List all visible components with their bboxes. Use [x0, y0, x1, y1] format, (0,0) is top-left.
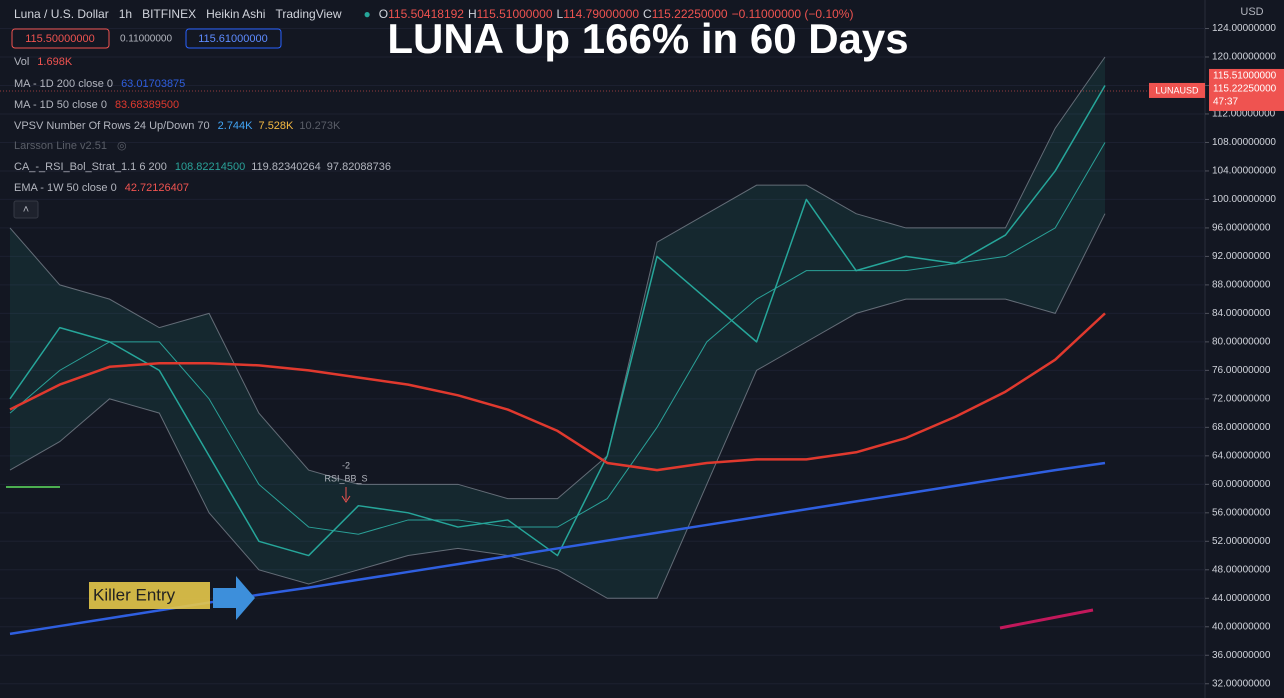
indicator-legend: Vol 1.698K MA - 1D 200 close 0 63.01703875… [13, 56, 391, 219]
svg-text:Larsson Line v2.51◎: Larsson Line v2.51 ◎ [14, 140, 127, 152]
axis-currency: USD [1240, 6, 1263, 18]
ohlc-key: H [468, 7, 477, 21]
indicator-value: 42.72126407 [125, 182, 189, 194]
indicator-value: 97.82088736 [327, 161, 391, 173]
ticker: LUNAUSD [1155, 85, 1199, 95]
svg-text:MA - 1D 50 close 083.68389500: MA - 1D 50 close 0 83.68389500 [14, 99, 179, 111]
y-tick-label: 68.00000000 [1212, 422, 1271, 433]
price-tag: 115.22250000 [1213, 84, 1277, 95]
indicator-value: 63.01703875 [121, 78, 185, 90]
header: Luna / U.S. Dollar 1h BITFINEX Heikin Ashi T… [14, 7, 853, 21]
y-tick-label: 88.00000000 [1212, 280, 1271, 291]
exchange: BITFINEX [142, 7, 196, 21]
y-tick-label: 76.00000000 [1212, 365, 1271, 376]
signal-label: RSI_BB_S [324, 473, 367, 483]
svg-text:VPSV Number Of Rows 24 Up/Down: VPSV Number Of Rows 24 Up/Down 70 2.744K 7… [14, 120, 341, 132]
indicator-name: EMA - 1W 50 close 0 [14, 182, 117, 194]
y-tick-label: 124.00000000 [1212, 23, 1276, 34]
y-tick-label: 56.00000000 [1212, 507, 1271, 518]
price-tag-box [1209, 68, 1284, 111]
y-tick-label: 120.00000000 [1212, 52, 1276, 63]
indicator-value: 83.68389500 [115, 99, 179, 111]
y-tick-label: 80.00000000 [1212, 337, 1271, 348]
source: TradingView [275, 7, 341, 21]
plot [0, 27, 1205, 685]
band-lower [9, 213, 1106, 599]
y-tick-label: 64.00000000 [1212, 450, 1271, 461]
indicator-name: MA - 1D 200 close 0 [14, 78, 113, 90]
ohlc-key: O [379, 7, 388, 21]
sell-box[interactable] [11, 28, 110, 49]
style: Heikin Ashi [206, 7, 265, 21]
ticker-box [1149, 82, 1205, 98]
indicator-value: 2.744K [218, 120, 254, 132]
svg-text:MA - 1D 200 close 063.01703875: MA - 1D 200 close 0 63.01703875 [14, 78, 185, 90]
y-tick-label: 84.00000000 [1212, 308, 1271, 319]
band-upper [9, 56, 1106, 500]
price-axis: 124.00000000120.00000000116.00000000112.… [1205, 23, 1276, 689]
ohlc-value: 115.22250000 [652, 7, 728, 21]
spread: 0.11000000 [120, 34, 173, 45]
series-line [9, 85, 1106, 557]
ohlc-value: 115.51000000 [477, 7, 553, 21]
y-tick-label: 104.00000000 [1212, 166, 1276, 177]
indicator-value: 1.698K [37, 56, 73, 68]
price-tag: 115.51000000 [1213, 71, 1277, 82]
indicator-value: 7.528K [259, 120, 295, 132]
symbol: Luna / U.S. Dollar [14, 7, 109, 21]
y-tick-label: 44.00000000 [1212, 593, 1271, 604]
ohlc-value: 114.79000000 [563, 7, 639, 21]
y-tick-label: 92.00000000 [1212, 251, 1271, 262]
indicator-value: 108.82214500 [175, 161, 245, 173]
indicator-name: VPSV Number Of Rows 24 Up/Down 70 [14, 120, 210, 132]
collapse-button[interactable] [13, 200, 39, 219]
y-tick-label: 32.00000000 [1212, 678, 1271, 689]
indicator-name: CA_-_RSI_Bol_Strat_1.1 6 200 [14, 161, 167, 173]
countdown: 47:37 [1213, 97, 1238, 108]
y-tick-label: 60.00000000 [1212, 479, 1271, 490]
arrow [213, 576, 255, 620]
indicator-value: 10.273K [299, 120, 341, 132]
series-line [9, 312, 1106, 472]
y-tick-label: 52.00000000 [1212, 536, 1271, 547]
y-tick-label: 72.00000000 [1212, 393, 1271, 404]
interval: 1h [119, 7, 132, 21]
video-title: LUNA Up 166% in 60 Days [387, 15, 908, 62]
buy-box[interactable] [185, 28, 282, 49]
band-area [10, 56, 1105, 599]
annotation: Killer Entry [93, 585, 176, 604]
y-tick-label: 96.00000000 [1212, 223, 1271, 234]
y-tick-label: 40.00000000 [1212, 621, 1271, 632]
y-tick-label: 112.00000000 [1212, 109, 1276, 120]
indicator-value: 119.82340264 [251, 161, 321, 173]
ohlc-key: L [557, 7, 564, 21]
ohlc-key: C [643, 7, 652, 21]
indicator-name: Larsson Line v2.51 [14, 140, 107, 152]
band-basis [9, 142, 1106, 535]
y-tick-label: 100.00000000 [1212, 194, 1276, 205]
sell-price[interactable]: 115.50000000 [25, 33, 95, 45]
ohlc-value: 115.50418192 [388, 7, 464, 21]
annotation-box [89, 582, 210, 609]
svg-text:EMA - 1W 50 close 042.72126407: EMA - 1W 50 close 0 42.72126407 [14, 182, 189, 194]
buy-price[interactable]: 115.61000000 [198, 33, 268, 45]
signal-arrow [341, 487, 351, 503]
y-tick-label: 48.00000000 [1212, 564, 1271, 575]
y-tick-label: 108.00000000 [1212, 137, 1276, 148]
indicator-name: MA - 1D 50 close 0 [14, 99, 107, 111]
signal-count: -2 [342, 460, 350, 470]
collapse-icon[interactable]: ˄ [23, 204, 29, 216]
change: −0.11000000 (−0.10%) [732, 7, 854, 21]
drawing [999, 608, 1094, 630]
indicator-name: Vol [14, 56, 29, 68]
y-tick-label: 36.00000000 [1212, 650, 1271, 661]
